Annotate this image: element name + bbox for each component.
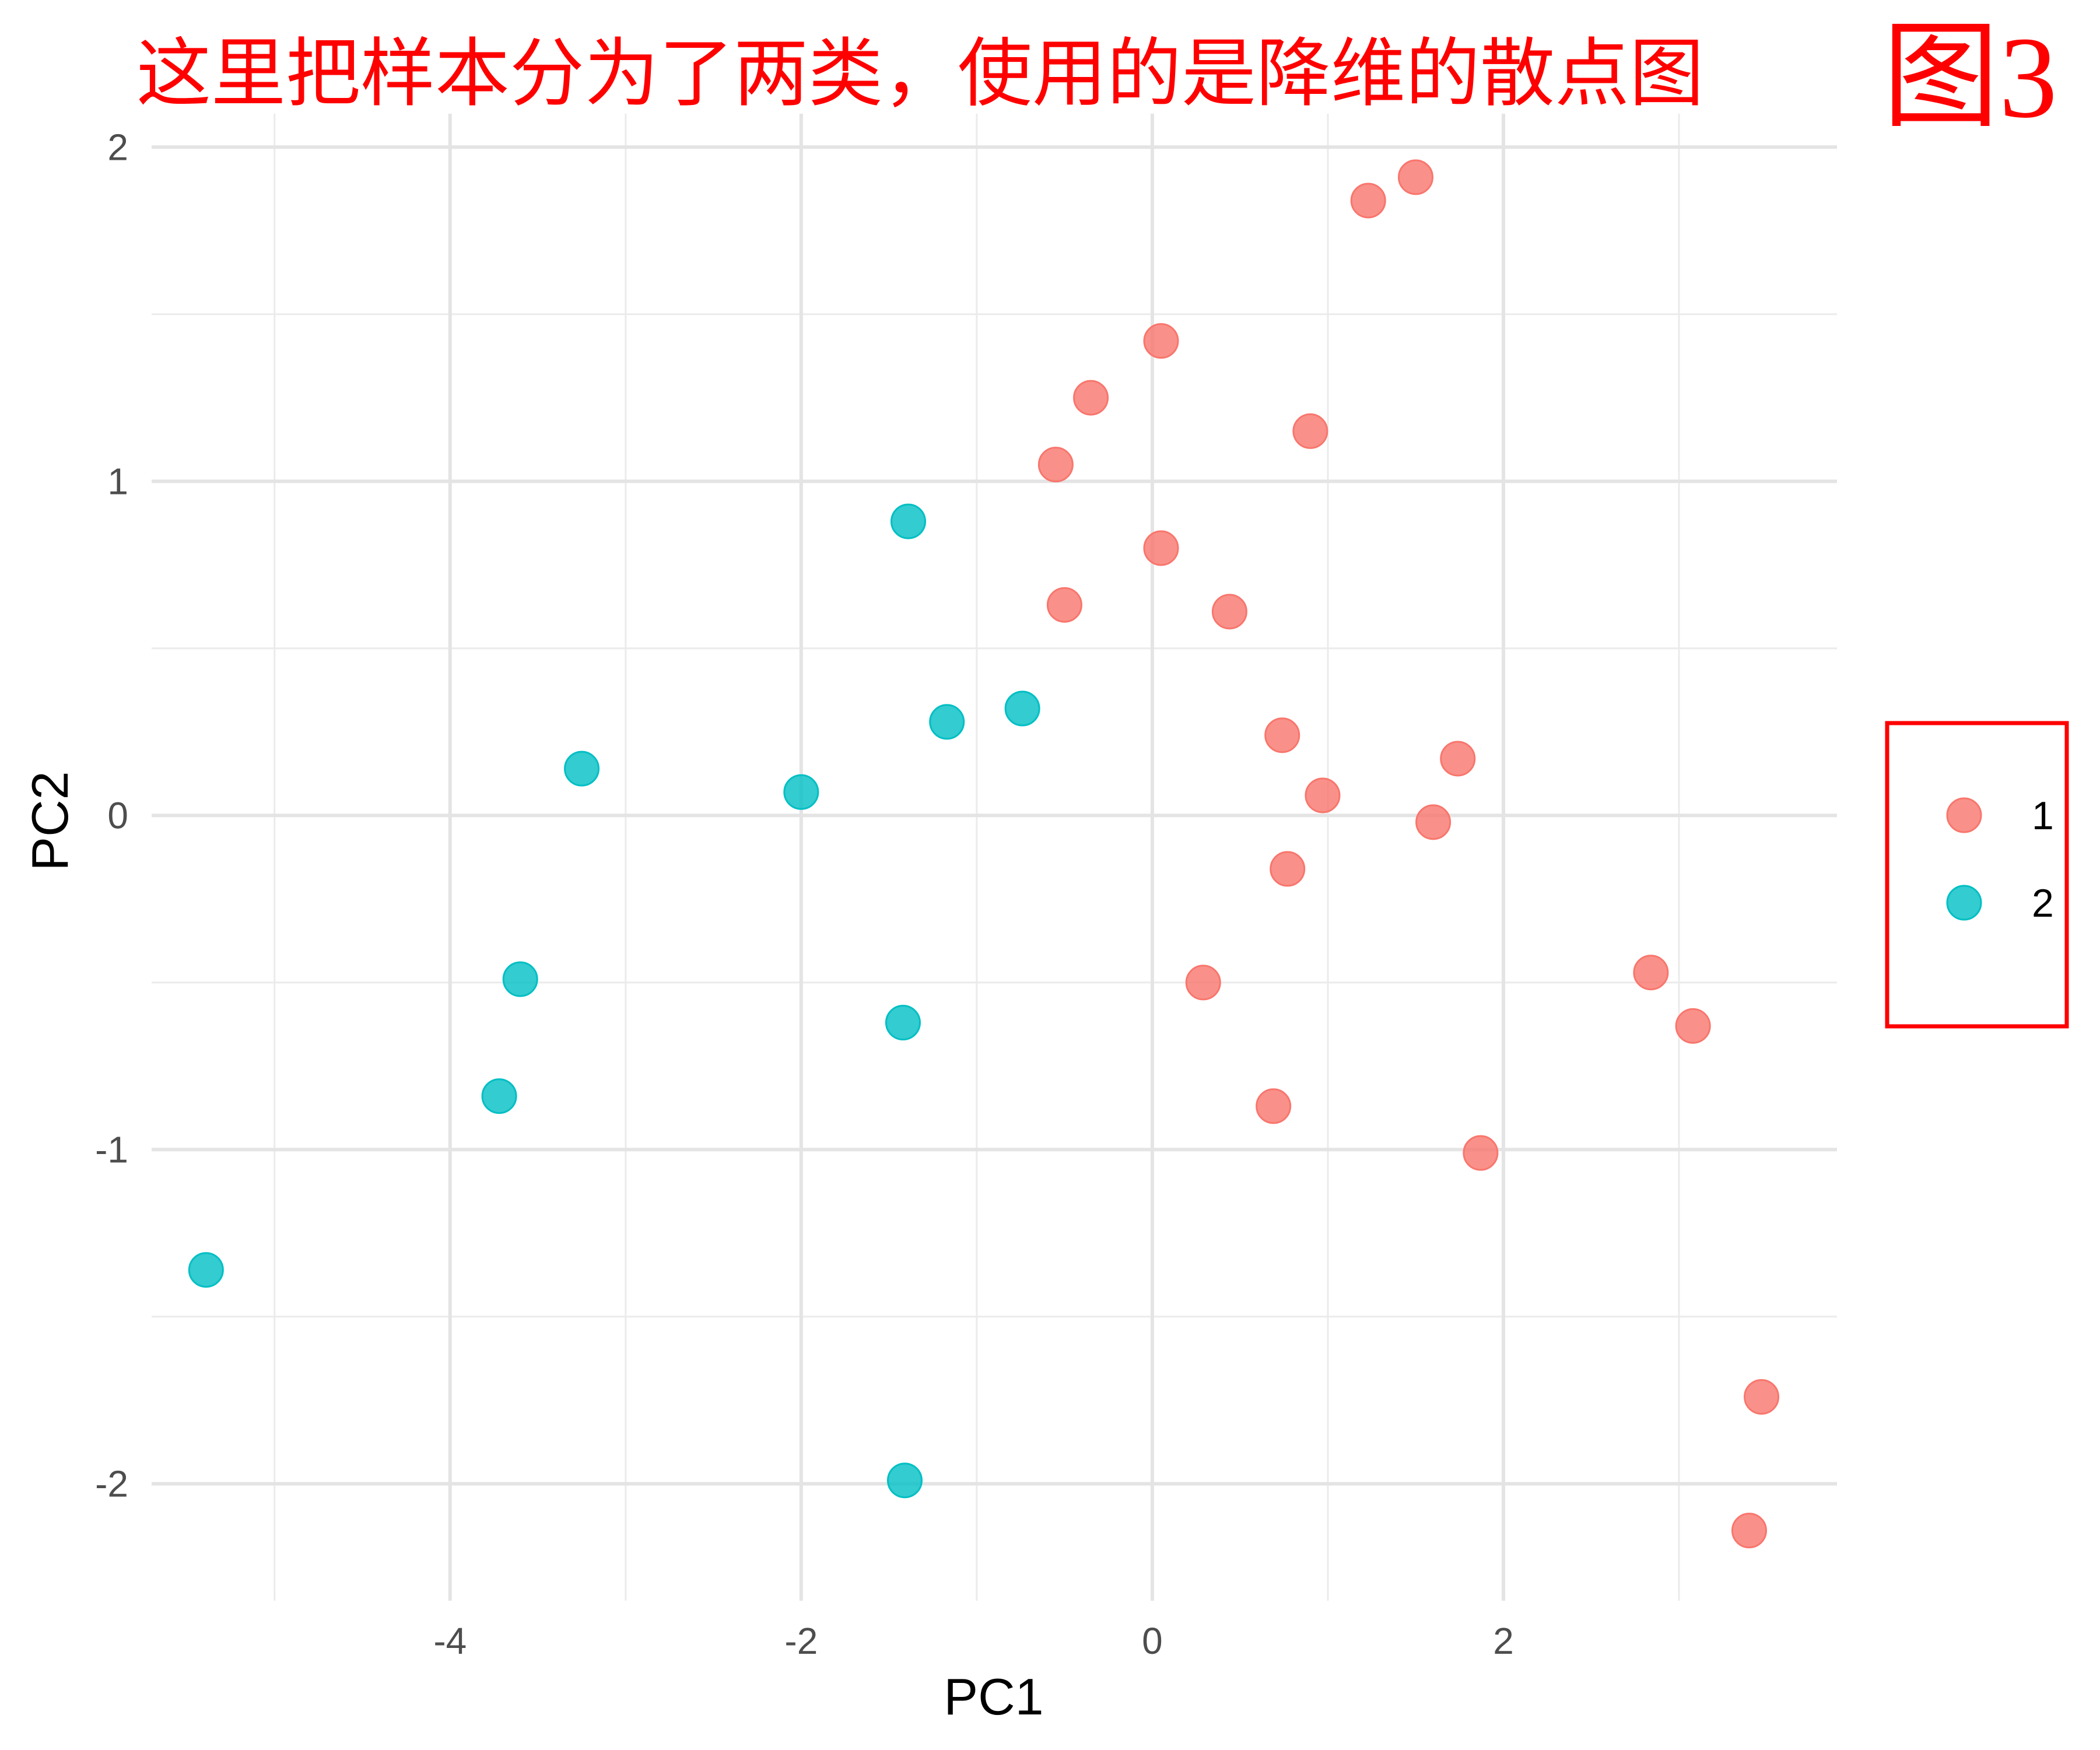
data-point-series-1 [1143, 530, 1179, 566]
data-point-series-1 [1415, 804, 1452, 840]
data-point-series-2 [929, 704, 965, 740]
legend: 12 [1885, 721, 2069, 1029]
x-tick-label: 0 [1142, 1620, 1163, 1662]
data-point-series-1 [1292, 413, 1328, 449]
data-point-series-2 [885, 1005, 921, 1041]
data-point-series-2 [890, 503, 926, 539]
data-point-series-1 [1211, 594, 1247, 630]
data-point-series-2 [1004, 690, 1040, 727]
data-point-series-1 [1398, 159, 1433, 195]
x-axis-title: PC1 [944, 1668, 1043, 1726]
data-point-series-1 [1350, 183, 1386, 219]
grid-minor [152, 114, 1837, 1601]
x-tick-label: -2 [784, 1620, 818, 1662]
data-point-series-1 [1185, 965, 1221, 1001]
data-point-series-1 [1744, 1379, 1780, 1415]
y-tick-label: 2 [107, 126, 128, 168]
y-tick-label: -2 [95, 1463, 128, 1504]
data-point-series-1 [1046, 587, 1082, 623]
legend-label-2: 2 [2032, 881, 2054, 925]
data-point-series-1 [1143, 323, 1179, 359]
legend-label-1: 1 [2032, 794, 2054, 838]
legend-key-2 [1946, 885, 1982, 921]
y-tick-label: 1 [107, 460, 128, 502]
data-point-series-2 [886, 1463, 923, 1499]
data-point-series-2 [502, 961, 538, 997]
data-point-series-2 [564, 750, 600, 787]
data-point-series-1 [1037, 447, 1074, 483]
y-tick-labels: -2 -1 0 1 2 [95, 126, 128, 1504]
legend-key-1 [1946, 797, 1982, 833]
data-point-series-1 [1463, 1135, 1499, 1171]
data-point-series-1 [1731, 1513, 1767, 1549]
data-point-series-1 [1305, 777, 1341, 813]
y-tick-label: 0 [107, 794, 128, 836]
data-point-series-1 [1264, 717, 1300, 753]
data-point-series-1 [1270, 851, 1306, 887]
y-axis-title: PC2 [21, 771, 79, 871]
data-point-series-1 [1073, 380, 1109, 416]
figure-label: 图3 [1882, 13, 2057, 142]
x-tick-label: 2 [1493, 1620, 1514, 1662]
grid-major [152, 114, 1837, 1601]
data-point-series-2 [188, 1252, 224, 1288]
data-point-series-1 [1675, 1008, 1711, 1044]
annotation-text: 这里把样本分为了两类，使用的是降维的散点图 [136, 30, 1704, 117]
data-point-series-2 [481, 1078, 517, 1114]
legend-items: 12 [1946, 794, 2054, 925]
data-point-series-1 [1633, 955, 1669, 991]
x-tick-label: -4 [433, 1620, 467, 1662]
data-point-series-1 [1256, 1088, 1292, 1124]
legend-highlight-box [1885, 721, 2069, 1029]
data-points [188, 159, 1780, 1549]
x-tick-labels: -4 -2 0 2 [433, 1620, 1514, 1662]
y-tick-label: -1 [95, 1128, 128, 1170]
data-point-series-1 [1440, 741, 1476, 777]
data-point-series-2 [783, 774, 819, 810]
